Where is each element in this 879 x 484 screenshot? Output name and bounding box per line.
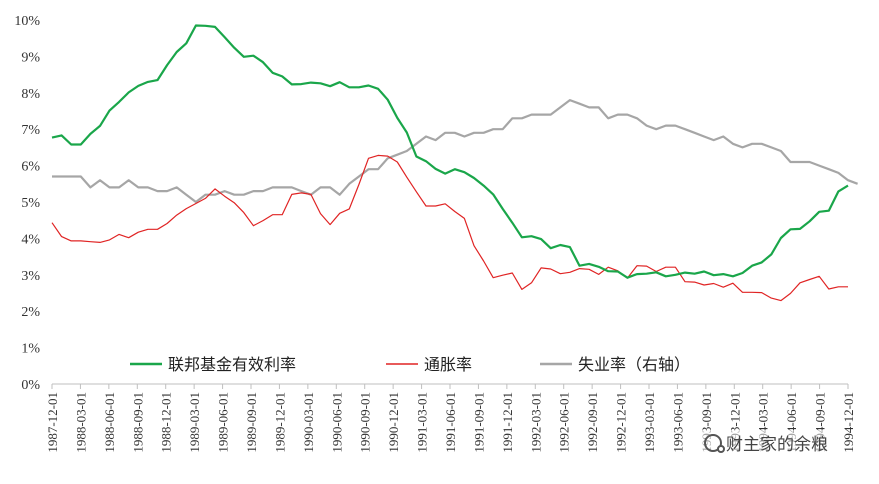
x-tick-label: 1994-12-01 xyxy=(841,392,856,453)
y-tick-label: 8% xyxy=(21,87,40,102)
x-tick-label: 1989-03-01 xyxy=(187,392,202,453)
y-tick-label: 3% xyxy=(21,269,40,284)
legend-label-2: 失业率（右轴） xyxy=(578,355,690,374)
legend-label-1: 通胀率 xyxy=(424,355,472,374)
x-tick-label: 1988-03-01 xyxy=(73,392,88,453)
x-tick-label: 1990-09-01 xyxy=(358,392,373,453)
y-tick-label: 9% xyxy=(21,50,40,65)
x-tick-label: 1989-12-01 xyxy=(272,392,287,453)
y-axis-tick-labels: 0% 1% 2% 3% 4% 5% 6% 7% 8% 9% 10% xyxy=(14,14,40,393)
y-tick-label: 4% xyxy=(21,232,40,247)
watermark: 财主家的余粮 xyxy=(700,430,832,455)
watermark-text: 财主家的余粮 xyxy=(726,435,828,455)
x-tick-label: 1988-12-01 xyxy=(159,392,174,453)
x-tick-label: 1989-06-01 xyxy=(216,392,231,453)
x-tick-label: 1991-06-01 xyxy=(443,392,458,453)
x-tick-label: 1991-12-01 xyxy=(500,392,515,453)
x-tick-label: 1988-09-01 xyxy=(130,392,145,453)
x-tick-label: 1990-12-01 xyxy=(386,392,401,453)
x-tick-label: 1993-06-01 xyxy=(670,392,685,453)
x-tick-label: 1992-06-01 xyxy=(557,392,572,453)
y-tick-label: 6% xyxy=(21,160,40,175)
x-tick-label: 1991-09-01 xyxy=(471,392,486,453)
legend-label-0: 联邦基金有效利率 xyxy=(168,355,296,374)
y-tick-label: 2% xyxy=(21,305,40,320)
y-tick-label: 7% xyxy=(21,123,40,138)
x-tick-label: 1992-09-01 xyxy=(585,392,600,453)
x-tick-label: 1990-03-01 xyxy=(301,392,316,453)
y-tick-label: 0% xyxy=(21,378,40,393)
x-tick-label: 1993-03-01 xyxy=(642,392,657,453)
x-tick-label: 1992-12-01 xyxy=(614,392,629,453)
x-tick-label: 1989-09-01 xyxy=(244,392,259,453)
x-tick-label: 1990-06-01 xyxy=(329,392,344,453)
x-tick-label: 1992-03-01 xyxy=(528,392,543,453)
x-tick-label: 1987-12-01 xyxy=(45,392,60,453)
legend: 联邦基金有效利率 通胀率 失业率（右轴） xyxy=(130,355,690,374)
y-tick-label: 10% xyxy=(14,14,40,29)
series-line-2 xyxy=(52,98,858,204)
wechat-icon xyxy=(704,433,725,453)
x-tick-label: 1988-06-01 xyxy=(102,392,117,453)
series-lines xyxy=(51,24,858,302)
series-line-0 xyxy=(51,24,849,279)
x-axis-ticks xyxy=(51,384,849,389)
series-line-1 xyxy=(51,154,848,302)
y-tick-label: 1% xyxy=(21,342,40,357)
x-tick-label: 1991-03-01 xyxy=(415,392,430,453)
y-tick-label: 5% xyxy=(21,196,40,211)
